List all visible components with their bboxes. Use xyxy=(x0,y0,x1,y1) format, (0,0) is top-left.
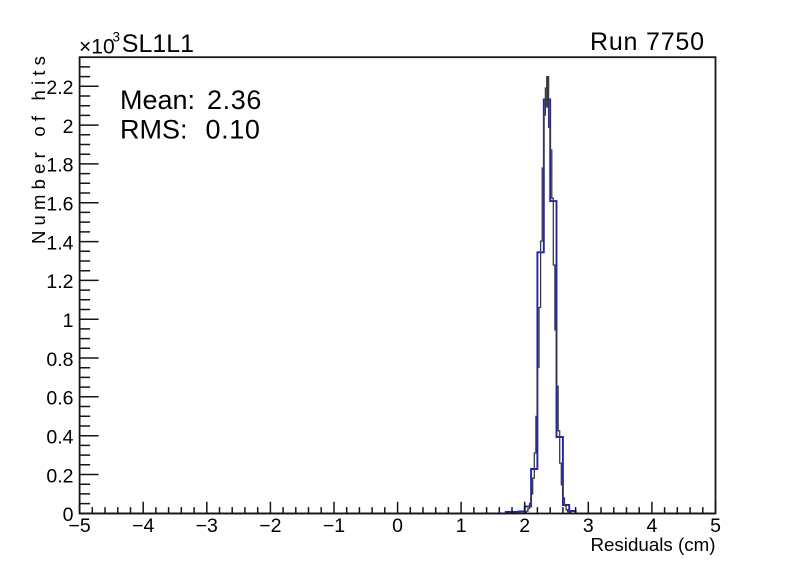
svg-text:0.10: 0.10 xyxy=(206,115,261,145)
svg-text:1.2: 1.2 xyxy=(46,271,73,293)
svg-text:1: 1 xyxy=(63,310,74,332)
svg-text:2: 2 xyxy=(519,515,530,537)
svg-text:3: 3 xyxy=(113,30,121,45)
svg-text:5: 5 xyxy=(710,515,721,537)
svg-text:−4: −4 xyxy=(132,515,154,537)
svg-text:2.2: 2.2 xyxy=(46,77,73,99)
svg-text:0.2: 0.2 xyxy=(46,465,73,487)
svg-text:−5: −5 xyxy=(68,515,90,537)
svg-text:0.8: 0.8 xyxy=(46,349,73,371)
svg-text:0.4: 0.4 xyxy=(46,426,73,448)
svg-text:Run 7750: Run 7750 xyxy=(590,28,705,56)
svg-text:2: 2 xyxy=(63,116,74,138)
svg-text:0: 0 xyxy=(63,504,74,526)
svg-text:SL1L1: SL1L1 xyxy=(122,30,194,58)
svg-text:0.6: 0.6 xyxy=(46,388,73,410)
svg-text:0: 0 xyxy=(392,515,403,537)
svg-text:×10: ×10 xyxy=(79,36,115,59)
svg-text:RMS:: RMS: xyxy=(120,115,188,145)
svg-text:−1: −1 xyxy=(323,515,345,537)
svg-text:2.36: 2.36 xyxy=(207,85,262,115)
svg-text:Number of hits: Number of hits xyxy=(28,51,49,244)
svg-text:−2: −2 xyxy=(259,515,281,537)
svg-text:−3: −3 xyxy=(196,515,218,537)
svg-text:Mean:: Mean: xyxy=(120,85,195,115)
svg-text:3: 3 xyxy=(583,515,594,537)
svg-text:1: 1 xyxy=(456,515,467,537)
svg-text:4: 4 xyxy=(646,515,657,537)
svg-text:1.6: 1.6 xyxy=(46,194,73,216)
svg-text:Residuals (cm): Residuals (cm) xyxy=(590,534,715,555)
svg-text:1.4: 1.4 xyxy=(46,232,73,254)
svg-text:1.8: 1.8 xyxy=(46,155,73,177)
